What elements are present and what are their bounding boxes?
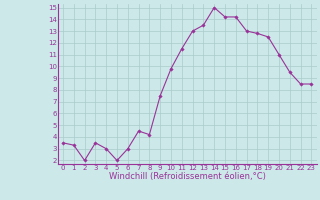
- X-axis label: Windchill (Refroidissement éolien,°C): Windchill (Refroidissement éolien,°C): [109, 172, 266, 181]
